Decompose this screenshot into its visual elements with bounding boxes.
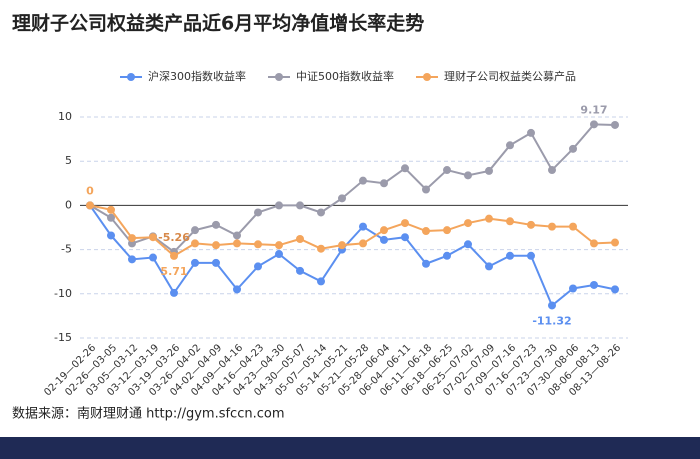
point xyxy=(107,231,115,240)
y-tick-label: -15 xyxy=(54,331,72,344)
point xyxy=(275,201,283,210)
y-tick-label: 5 xyxy=(65,154,72,167)
point xyxy=(359,239,367,248)
point xyxy=(359,176,367,185)
series-line xyxy=(89,123,616,254)
point xyxy=(422,259,430,268)
point xyxy=(548,301,556,310)
source: 数据来源：南财理财通 http://gym.sfccn.com xyxy=(12,406,284,422)
point xyxy=(128,255,136,264)
point xyxy=(254,208,262,217)
point xyxy=(191,226,199,235)
point xyxy=(275,241,283,250)
point xyxy=(317,208,325,217)
point xyxy=(464,219,472,228)
point xyxy=(611,120,619,129)
point xyxy=(590,239,598,248)
data-label: 9.17 xyxy=(580,103,607,116)
y-tick-label: 0 xyxy=(65,198,72,211)
point xyxy=(506,217,514,226)
y-tick-label: -10 xyxy=(54,287,72,300)
point xyxy=(464,240,472,249)
data-label: 0 xyxy=(86,184,94,197)
point xyxy=(422,227,430,236)
y-tick-label: -5 xyxy=(61,243,72,256)
point xyxy=(149,233,157,242)
point xyxy=(191,239,199,248)
point xyxy=(485,166,493,175)
point xyxy=(149,253,157,262)
point xyxy=(170,288,178,297)
point xyxy=(191,258,199,267)
point xyxy=(443,251,451,260)
legend-label: 中证500指数收益率 xyxy=(296,69,394,83)
point xyxy=(86,201,94,210)
point xyxy=(485,262,493,271)
point xyxy=(380,179,388,188)
point xyxy=(485,214,493,223)
point xyxy=(590,120,598,129)
legend-label: 沪深300指数收益率 xyxy=(148,69,246,83)
point xyxy=(212,220,220,229)
point xyxy=(107,205,115,214)
point xyxy=(359,222,367,231)
point xyxy=(107,213,115,222)
data-label: -11.32 xyxy=(532,314,571,327)
point xyxy=(296,234,304,243)
legend-marker xyxy=(275,73,283,81)
point xyxy=(338,241,346,250)
point xyxy=(548,222,556,231)
point xyxy=(254,262,262,271)
point xyxy=(212,258,220,267)
point xyxy=(296,266,304,275)
point xyxy=(338,194,346,203)
legend-marker xyxy=(423,73,431,81)
point xyxy=(254,240,262,249)
point xyxy=(527,128,535,137)
point xyxy=(380,235,388,244)
point xyxy=(212,241,220,250)
footer-band xyxy=(0,437,700,459)
point xyxy=(611,285,619,294)
point xyxy=(275,250,283,259)
y-tick-label: 10 xyxy=(58,110,72,123)
point xyxy=(128,234,136,243)
point xyxy=(527,220,535,229)
point xyxy=(464,171,472,180)
point xyxy=(401,219,409,228)
point xyxy=(422,185,430,194)
point xyxy=(569,144,577,153)
legend-marker xyxy=(127,73,135,81)
point xyxy=(506,141,514,150)
point xyxy=(569,284,577,293)
point xyxy=(233,239,241,248)
point xyxy=(233,285,241,294)
point xyxy=(170,251,178,260)
point xyxy=(401,164,409,173)
point xyxy=(506,251,514,260)
point xyxy=(401,233,409,242)
point xyxy=(569,222,577,231)
series-line xyxy=(89,204,616,308)
point xyxy=(548,166,556,175)
point xyxy=(590,280,598,289)
point xyxy=(296,201,304,210)
point xyxy=(443,226,451,235)
data-label: 5.71 xyxy=(160,265,187,278)
point xyxy=(611,238,619,247)
chart-title: 理财子公司权益类产品近6月平均净值增长率走势 xyxy=(12,12,424,35)
point xyxy=(317,277,325,286)
point xyxy=(443,166,451,175)
point xyxy=(380,226,388,235)
data-label: -5.26 xyxy=(158,231,190,244)
legend-label: 理财子公司权益类公募产品 xyxy=(444,69,576,83)
point xyxy=(233,231,241,240)
point xyxy=(527,251,535,260)
point xyxy=(317,244,325,253)
